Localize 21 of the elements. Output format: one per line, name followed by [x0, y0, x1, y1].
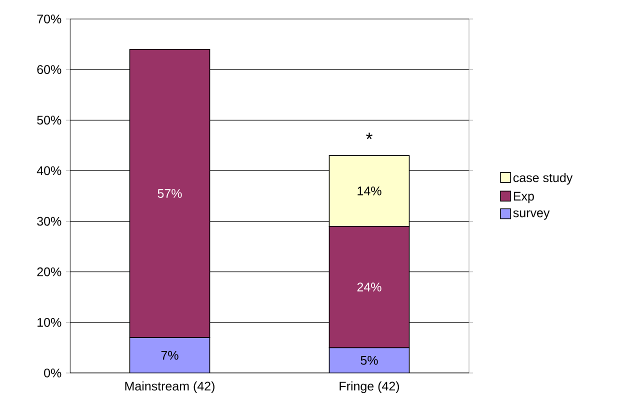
data-label: 7% [161, 350, 178, 360]
y-tick-label: 10% [38, 318, 62, 327]
bar [328, 347, 410, 373]
y-tick-label: 60% [37, 65, 62, 74]
data-label: 57% [158, 189, 182, 198]
x-tick-label: Mainstream (42) [125, 381, 214, 394]
y-tick-label: 50% [37, 116, 62, 125]
annotation: * [366, 132, 372, 140]
bar [130, 338, 210, 373]
data-label: 14% [358, 186, 382, 196]
y-tick-label: 30% [37, 216, 62, 226]
legend-label: survey [513, 210, 550, 220]
legend-label: Exp [514, 192, 534, 204]
y-tick-label: 40% [36, 166, 62, 176]
data-label: 24% [357, 282, 382, 292]
y-tick-label: 20% [37, 267, 62, 276]
legend-label: case study [513, 172, 573, 185]
y-tick-label: 0% [44, 368, 62, 378]
x-tick-label: Fringe (42) [340, 381, 400, 394]
data-label: 5% [360, 356, 378, 365]
y-tick-label: 70% [37, 14, 62, 24]
